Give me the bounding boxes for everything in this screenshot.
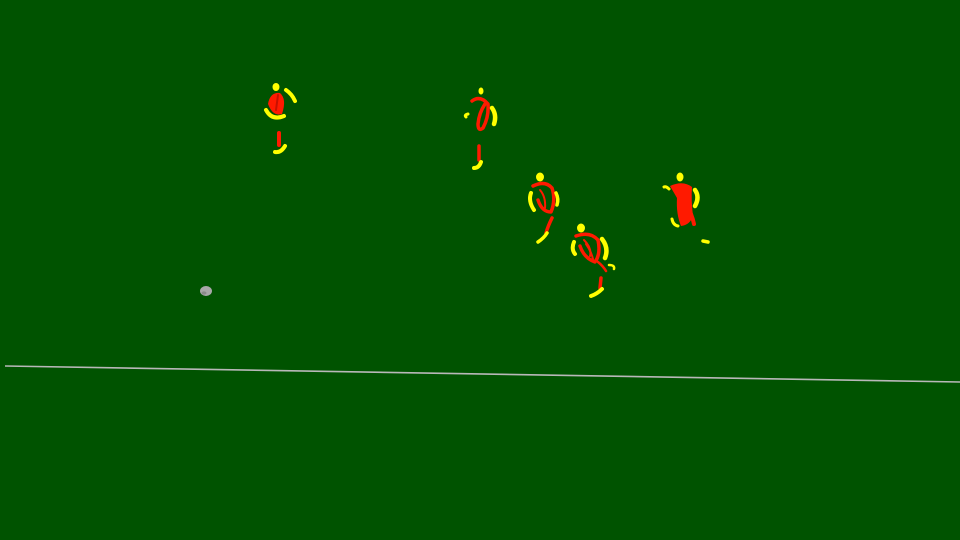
pitch-line bbox=[4, 365, 960, 383]
player-2[interactable] bbox=[463, 87, 498, 170]
player-5[interactable] bbox=[662, 172, 710, 244]
ball[interactable] bbox=[200, 286, 212, 296]
player-1[interactable] bbox=[264, 83, 297, 155]
player-4[interactable] bbox=[570, 223, 616, 298]
player-3[interactable] bbox=[528, 172, 560, 244]
